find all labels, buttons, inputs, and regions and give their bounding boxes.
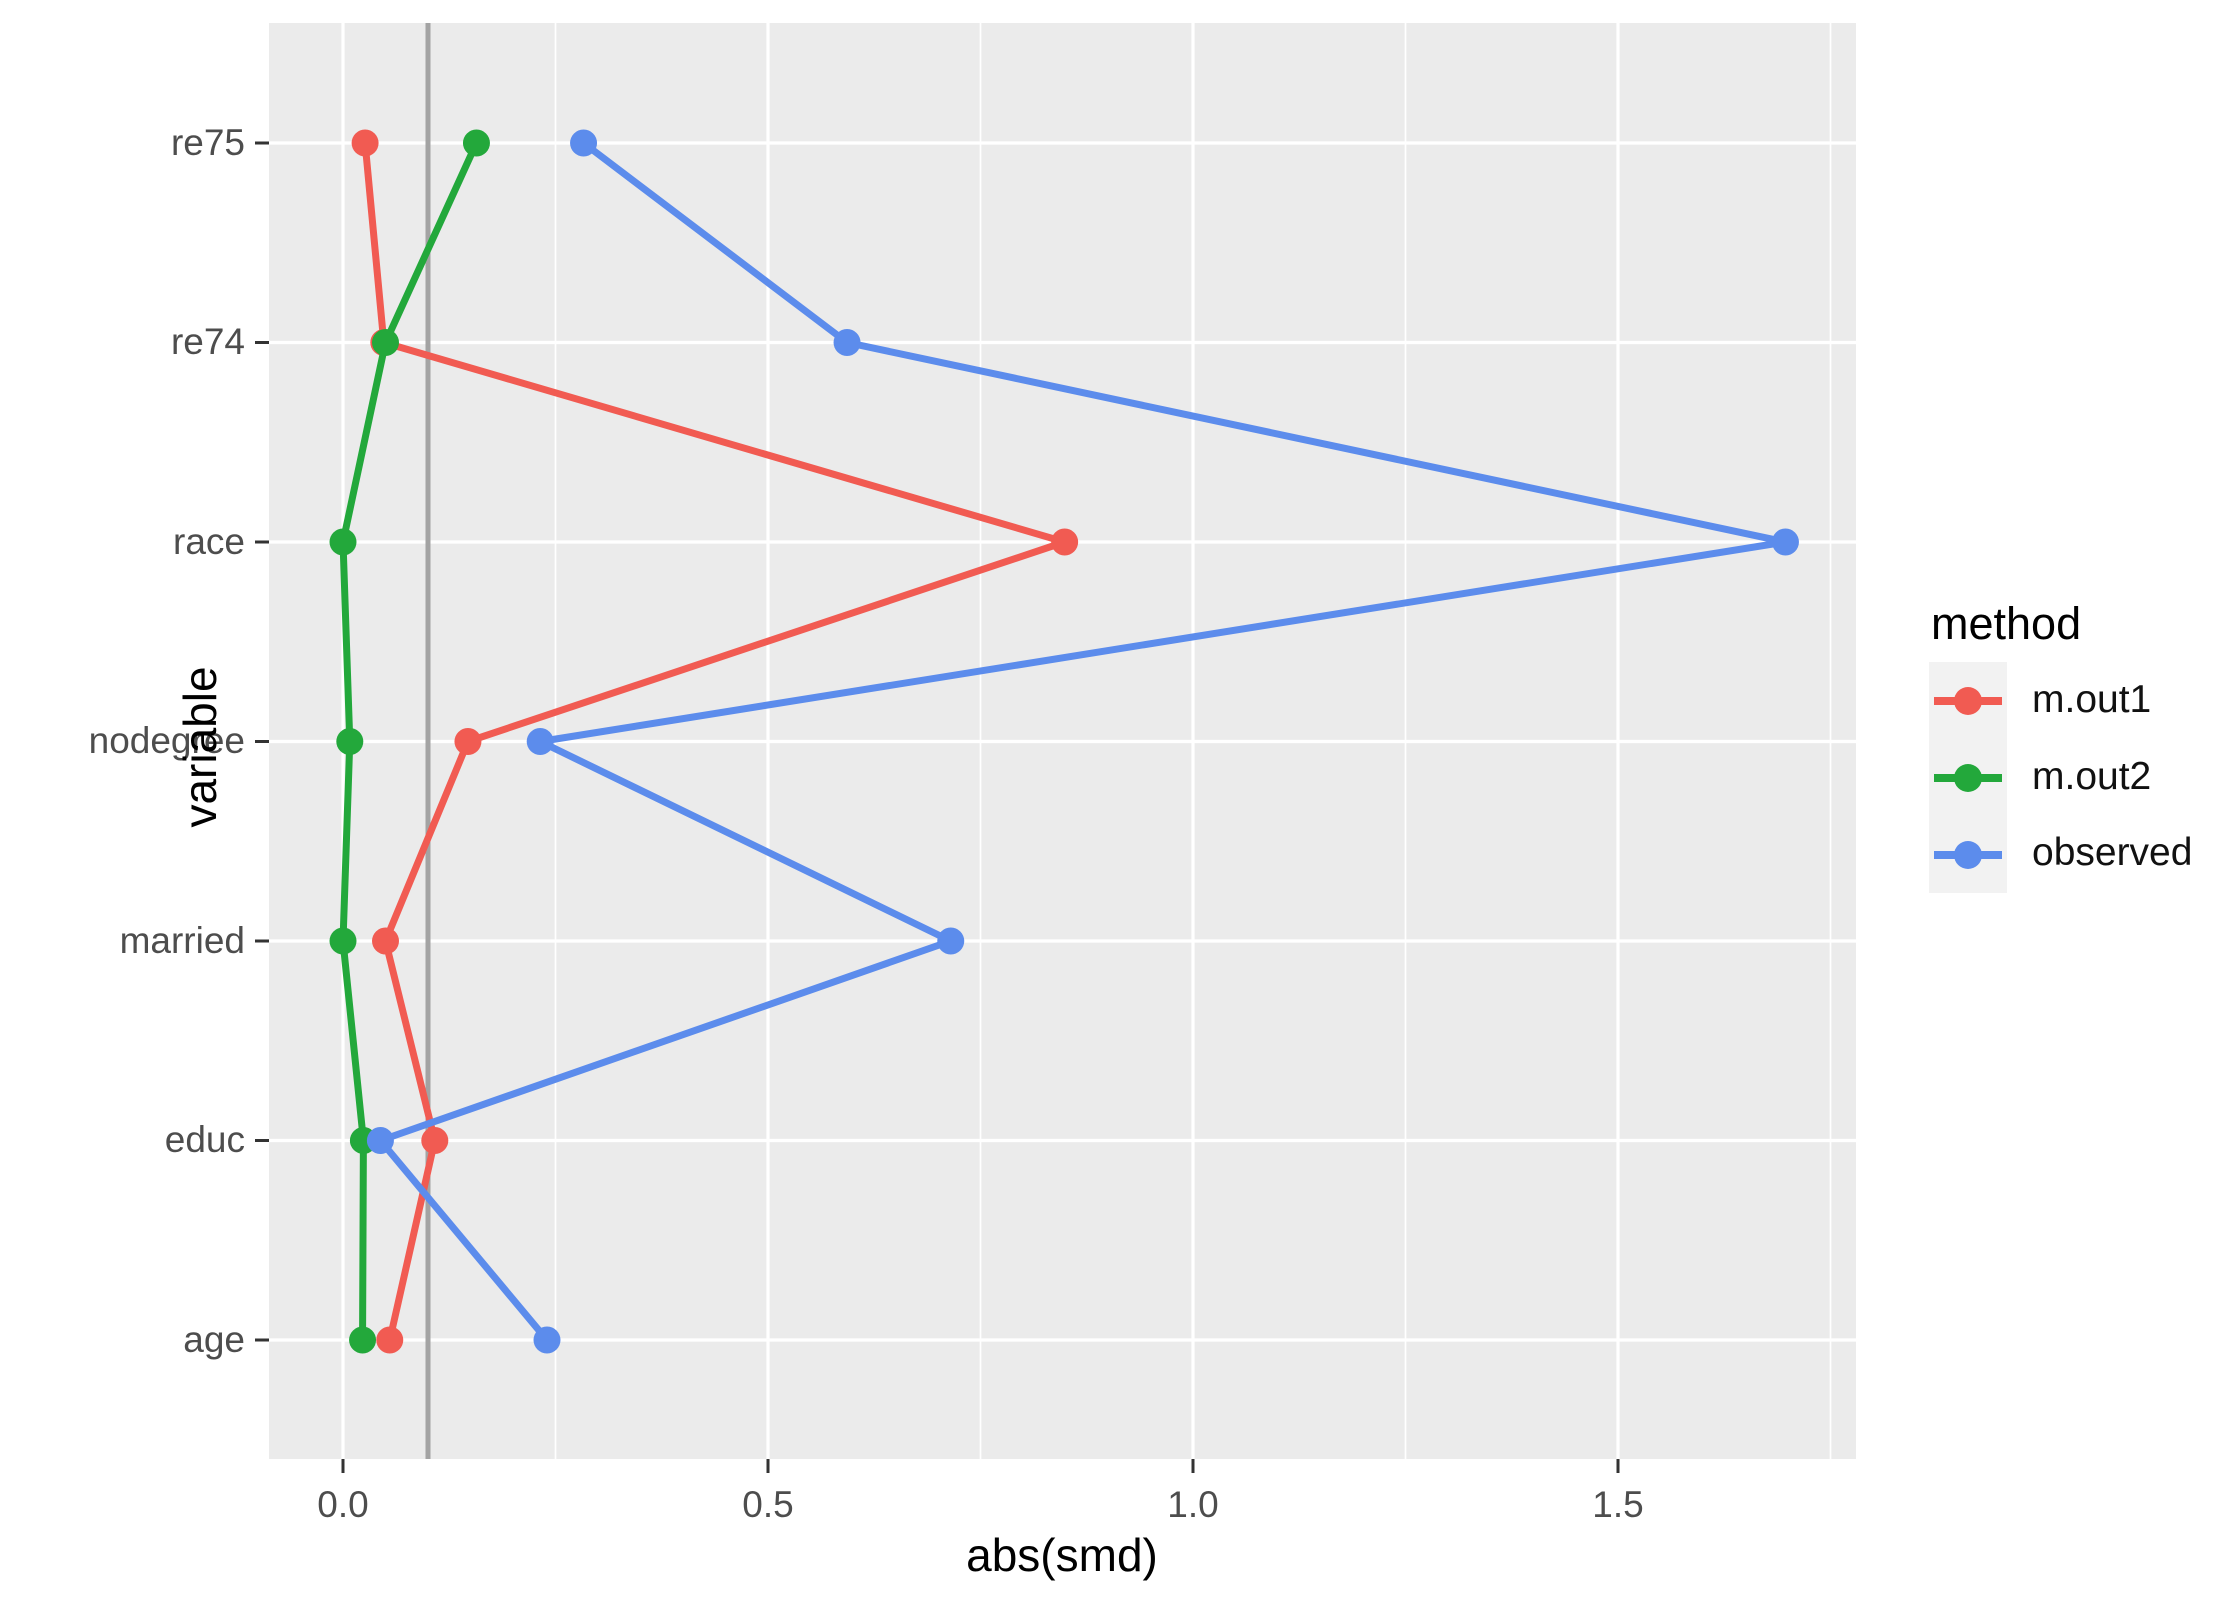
legend-dot-swatch-m.out2 <box>1954 763 1982 792</box>
legend-key-m.out2 <box>1929 739 2007 816</box>
data-point-m.out2 <box>336 728 364 755</box>
legend-key-observed <box>1929 816 2007 893</box>
y-tick-label-re74: re74 <box>170 321 245 362</box>
data-point-m.out2 <box>329 528 357 556</box>
data-point-m.out1 <box>376 1326 404 1354</box>
data-point-observed <box>937 927 965 955</box>
y-tick-label-educ: educ <box>164 1119 245 1160</box>
data-point-observed <box>833 329 861 356</box>
y-tick-label-re75: re75 <box>170 122 245 163</box>
data-point-m.out2 <box>329 927 357 955</box>
data-point-m.out2 <box>372 329 399 356</box>
data-point-observed <box>526 728 554 755</box>
x-tick-label-1.0: 1.0 <box>1167 1484 1219 1525</box>
legend-key-strip <box>1929 662 2007 893</box>
y-axis-title: variable <box>174 666 226 828</box>
y-tick-label-age: age <box>183 1319 245 1360</box>
x-tick-label-1.5: 1.5 <box>1592 1484 1644 1525</box>
data-point-m.out1 <box>1051 528 1079 556</box>
legend-label-observed: observed <box>2032 831 2193 874</box>
legend-title: method <box>1931 598 2082 649</box>
data-point-m.out1 <box>351 129 379 157</box>
legend-dot-swatch-m.out1 <box>1954 686 1982 715</box>
data-point-m.out2 <box>462 129 490 157</box>
legend-label-m.out1: m.out1 <box>2032 678 2152 721</box>
y-tick-label-nodegree: nodegree <box>88 720 245 761</box>
data-point-m.out1 <box>454 728 482 755</box>
data-point-observed <box>366 1127 394 1154</box>
legend-label-m.out2: m.out2 <box>2032 755 2152 798</box>
x-tick-label-0.0: 0.0 <box>317 1484 369 1525</box>
legend-key-m.out1 <box>1929 662 2007 739</box>
y-tick-label-married: married <box>119 920 245 961</box>
data-point-observed <box>570 129 598 157</box>
x-axis-title: abs(smd) <box>966 1529 1158 1581</box>
data-point-m.out1 <box>421 1127 449 1154</box>
data-point-m.out2 <box>349 1326 377 1354</box>
legend-dot-swatch-observed <box>1954 840 1982 869</box>
data-point-m.out1 <box>372 927 399 955</box>
data-point-observed <box>1771 528 1799 556</box>
data-point-observed <box>533 1326 561 1354</box>
y-tick-label-race: race <box>173 521 245 562</box>
x-tick-label-0.5: 0.5 <box>742 1484 794 1525</box>
